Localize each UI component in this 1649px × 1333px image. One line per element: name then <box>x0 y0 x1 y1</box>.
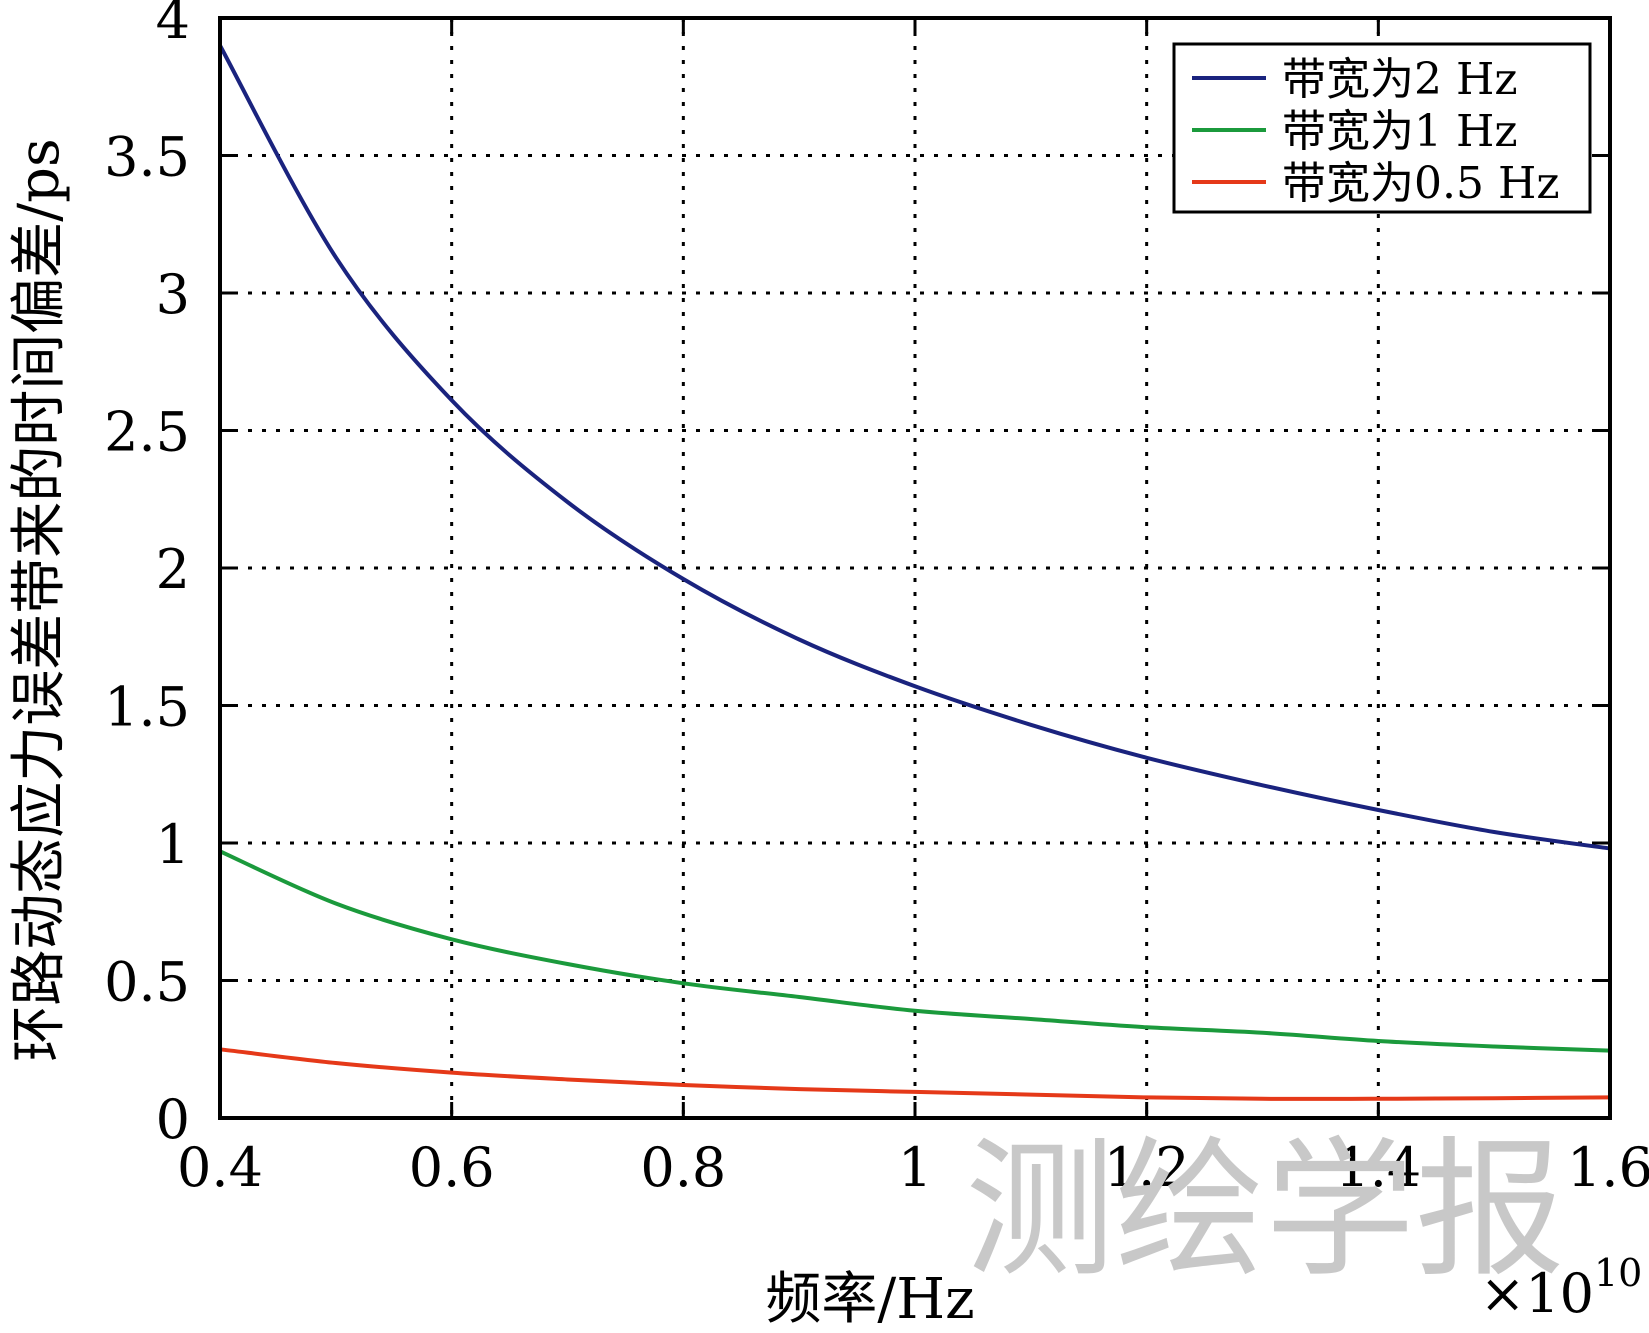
x-tick-label: 1.6 <box>1567 1136 1649 1199</box>
x-tick-label: 1.4 <box>1335 1136 1421 1199</box>
series-lines <box>218 44 1611 1101</box>
series-line-0 <box>218 44 1611 851</box>
x-tick-label: 0.6 <box>409 1136 495 1199</box>
legend-label-1: 带宽为1 Hz <box>1282 106 1518 157</box>
y-tick-label: 0 <box>156 1088 190 1151</box>
y-tick-label: 2.5 <box>104 401 190 464</box>
y-tick-label: 3 <box>156 263 190 326</box>
x-tick-label: 1 <box>898 1136 932 1199</box>
watermark: 测绘学报 <box>965 1124 1565 1298</box>
ticks <box>218 16 1612 1120</box>
y-tick-label: 0.5 <box>104 951 190 1014</box>
x-tick-label: 0.4 <box>177 1136 263 1199</box>
legend-label-2: 带宽为0.5 Hz <box>1282 158 1560 209</box>
y-tick-label: 1.5 <box>104 676 190 739</box>
y-tick-label: 3.5 <box>104 126 190 189</box>
y-tick-label: 2 <box>156 538 190 601</box>
x-tick-label: 0.8 <box>640 1136 726 1199</box>
grid <box>220 18 1610 1118</box>
y-tick-label: 4 <box>156 0 190 51</box>
y-tick-label: 1 <box>156 813 190 876</box>
series-line-1 <box>219 849 1611 1053</box>
x-exponent-base: ×10 <box>1480 1262 1594 1325</box>
x-exponent: ×1010 <box>1480 1251 1642 1325</box>
x-tick-label: 1.2 <box>1104 1136 1190 1199</box>
legend-label-0: 带宽为2 Hz <box>1282 54 1518 105</box>
x-exponent-power: 10 <box>1594 1251 1642 1295</box>
x-axis-label: 频率/Hz <box>765 1267 974 1332</box>
y-axis-label: 环路动态应力误差带来的时间偏差/ps <box>7 138 72 1061</box>
tick-labels: 0.4 0.6 0.8 1 1.2 1.4 1.6 0 0.5 1 1.5 2 2.5 3 3.5 4 <box>104 0 1649 1199</box>
series-line-2 <box>219 1047 1611 1101</box>
